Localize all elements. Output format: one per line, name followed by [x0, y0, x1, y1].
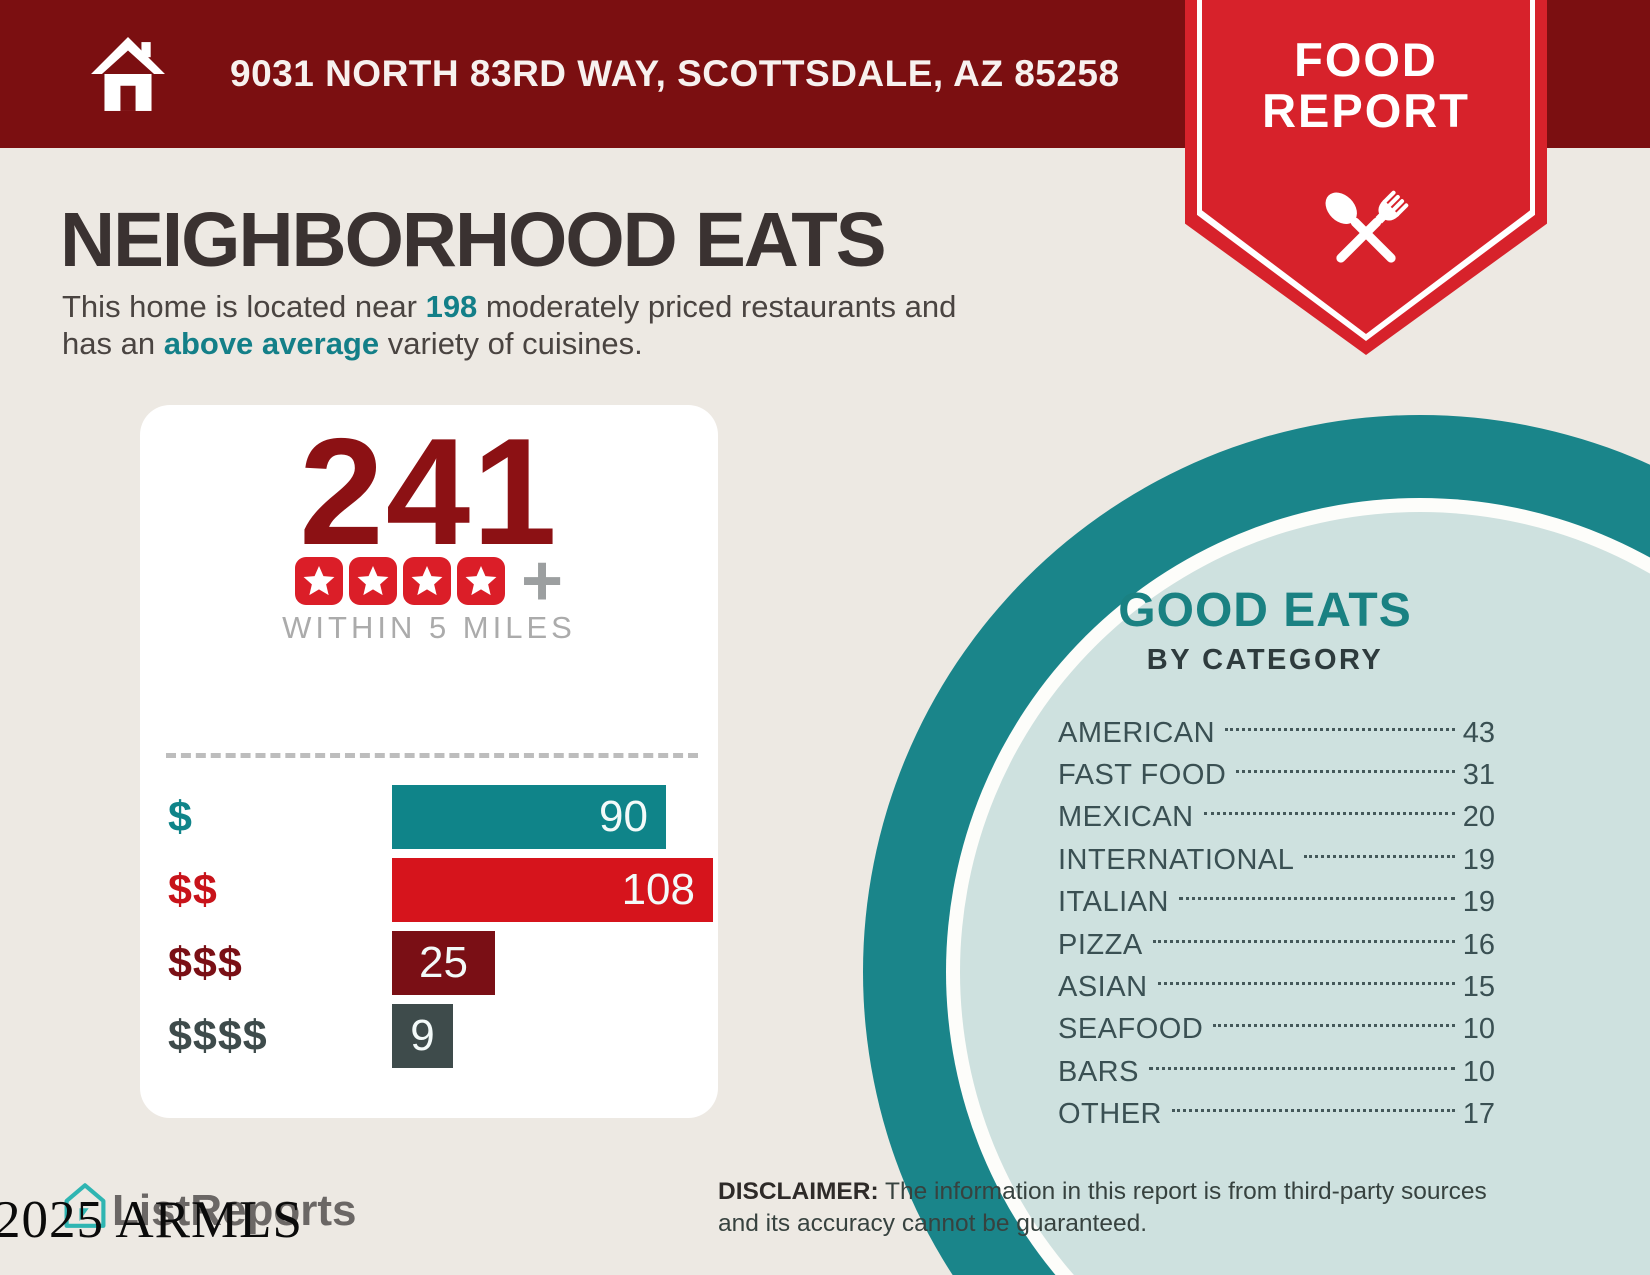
restaurant-stats-card: 241 + WITHIN 5 MILES $90 $$ 108 $$$ 25 $$$$ 9: [140, 405, 718, 1118]
page-title: NEIGHBORHOOD EATS: [60, 197, 887, 283]
price-bar-row: $$ 108: [168, 858, 713, 922]
intro-line1: This home is located near 198 moderately…: [62, 289, 957, 324]
price-bar-row: $$$$ 9: [168, 1004, 713, 1068]
category-label: BARS: [1058, 1055, 1139, 1088]
yelp-star-icon: [402, 557, 451, 605]
category-row: BARS 10: [1058, 1051, 1495, 1093]
category-row: ITALIAN 19: [1058, 882, 1495, 924]
category-label: OTHER: [1058, 1098, 1162, 1131]
price-bar-row: $90: [168, 785, 713, 849]
disclaimer-label: DISCLAIMER:: [718, 1178, 879, 1205]
yelp-star-icon: [348, 557, 397, 605]
dotted-leader: [1203, 812, 1455, 816]
category-value: 20: [1462, 801, 1495, 834]
dashed-divider: [166, 753, 698, 758]
good-eats-subtitle: BY CATEGORY: [1146, 644, 1384, 676]
armls-watermark: 2025 ARMLS: [0, 1191, 303, 1249]
dotted-leader: [1172, 1109, 1455, 1113]
category-row: AMERICAN 43: [1058, 712, 1495, 754]
restaurant-count: 198: [425, 289, 478, 324]
variety-highlight: above average: [163, 326, 380, 361]
listreports-logo-icon: [64, 1183, 106, 1228]
category-label: FAST FOOD: [1058, 759, 1227, 792]
dotted-leader: [1148, 1066, 1455, 1070]
category-value: 10: [1462, 1055, 1495, 1088]
category-row: FAST FOOD 31: [1058, 754, 1495, 796]
radius-label: WITHIN 5 MILES: [282, 610, 576, 645]
star-rating: +: [140, 541, 718, 621]
price-tier-label: $$$: [168, 938, 243, 987]
dotted-leader: [1178, 897, 1455, 901]
category-label: ITALIAN: [1058, 886, 1169, 919]
category-label: AMERICAN: [1058, 716, 1216, 749]
yelp-star-icon: [456, 557, 505, 605]
intro-line2: has an above average variety of cuisines…: [62, 326, 643, 361]
price-tier-label: $$$$: [168, 1011, 268, 1060]
dotted-leader: [1213, 1024, 1455, 1028]
price-bar-row: $$$ 25: [168, 931, 713, 995]
dotted-leader: [1236, 770, 1455, 774]
yelp-star-icon: [294, 557, 343, 605]
category-label: SEAFOOD: [1058, 1013, 1204, 1046]
total-count: 241: [299, 407, 559, 577]
good-eats-title: GOOD EATS: [1118, 584, 1412, 637]
category-value: 19: [1462, 843, 1495, 876]
category-label: PIZZA: [1058, 928, 1143, 961]
badge-title: FOOD REPORT: [1185, 34, 1547, 136]
category-value: 16: [1462, 928, 1495, 961]
price-bar: 90: [392, 785, 666, 849]
category-row: INTERNATIONAL 19: [1058, 839, 1495, 881]
dotted-leader: [1225, 727, 1455, 731]
price-tier-label: $: [168, 792, 193, 841]
category-label: INTERNATIONAL: [1058, 843, 1295, 876]
category-value: 10: [1462, 1013, 1495, 1046]
good-eats-header: GOOD EATS BY CATEGORY: [1035, 583, 1495, 677]
spoon-fork-icon: [1325, 190, 1409, 263]
listreports-wordmark: ListReports: [112, 1186, 357, 1235]
price-bar: 25: [392, 931, 495, 995]
category-row: OTHER 17: [1058, 1094, 1495, 1136]
dotted-leader: [1304, 854, 1455, 858]
price-bar: 9: [392, 1004, 453, 1068]
category-row: MEXICAN 20: [1058, 797, 1495, 839]
price-tier-bar-chart: $90 $$ 108 $$$ 25 $$$$ 9: [168, 785, 713, 1068]
category-value: 19: [1462, 886, 1495, 919]
category-value: 43: [1462, 716, 1495, 749]
badge-line2: REPORT: [1262, 84, 1470, 137]
category-row: SEAFOOD 10: [1058, 1009, 1495, 1051]
intro-text: This home is located near 198 moderately…: [62, 288, 1122, 362]
badge-line1: FOOD: [1294, 33, 1438, 86]
disclaimer-text: DISCLAIMER: The information in this repo…: [718, 1178, 1487, 1237]
category-value: 15: [1462, 971, 1495, 1004]
category-row: ASIAN 15: [1058, 966, 1495, 1008]
price-bar: 108: [392, 858, 713, 922]
food-report-badge: FOOD REPORT: [1185, 0, 1547, 355]
category-list: AMERICAN 43 FAST FOOD 31 MEXICAN 20 INTERNATIO…: [1058, 712, 1495, 1136]
category-value: 17: [1462, 1098, 1495, 1131]
category-row: PIZZA 16: [1058, 924, 1495, 966]
home-icon: [91, 37, 165, 111]
plus-sign: +: [520, 541, 564, 621]
category-label: ASIAN: [1058, 971, 1148, 1004]
price-tier-label: $$: [168, 865, 218, 914]
dotted-leader: [1157, 982, 1455, 986]
dotted-leader: [1152, 939, 1455, 943]
category-label: MEXICAN: [1058, 801, 1194, 834]
property-address: 9031 NORTH 83RD WAY, SCOTTSDALE, AZ 8525…: [230, 53, 1120, 94]
category-value: 31: [1462, 759, 1495, 792]
